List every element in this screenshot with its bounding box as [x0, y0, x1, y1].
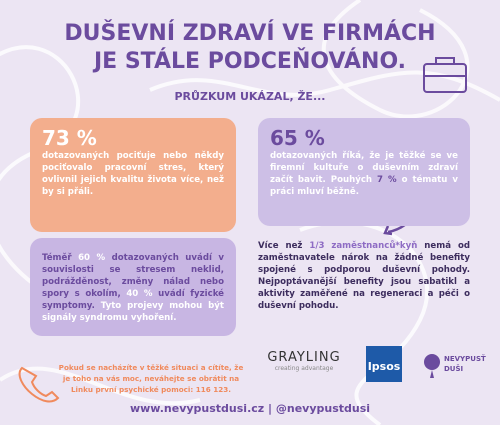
figure: 73 %: [42, 126, 97, 150]
logo-grayling: GRAYLING creating advantage: [262, 350, 346, 372]
text: 60 %: [78, 253, 106, 263]
text: dotazovaných uvádí v souvislosti se stre…: [42, 253, 225, 299]
logo-text: creating advantage: [274, 365, 334, 372]
card: 73 % dotazovaných pociťuje nebo někdy po…: [30, 118, 236, 232]
title-line: DUŠEVNÍ ZDRAVÍ VE FIRMÁCH: [64, 21, 436, 46]
text: dotazovaných říká, že je těžké se ve fir…: [270, 151, 458, 185]
logo-nevypust: NEVYPUSŤ DUŠI: [444, 354, 486, 374]
text: 7 %: [377, 175, 397, 185]
figure: 65 %: [270, 126, 325, 150]
help-text: Pokud se nacházíte v těžké situaci a cít…: [58, 363, 244, 394]
card: Téměř 60 % dotazovaných uvádí v souvislo…: [30, 238, 236, 336]
title-line: JE STÁLE PODCEŇOVÁNO.: [93, 49, 407, 74]
text: uvádí fyzické symptomy.: [42, 289, 225, 311]
text: Tyto projevy mohou být signály syndromu …: [42, 301, 224, 323]
footer: www.nevypustdusi.cz | @nevypustdusi: [129, 402, 371, 415]
text: o tématu v práci mluví běžně.: [270, 175, 458, 197]
text: Téměř: [42, 253, 79, 263]
text: 1/3 zaměstnanců*kyň: [309, 241, 418, 251]
title: DUŠEVNÍ ZDRAVÍ VE FIRMÁCH JE STÁLE PODCEŇ…: [0, 20, 500, 76]
text: 40 %: [126, 289, 153, 299]
text: Více než: [258, 241, 310, 251]
note: Více než 1/3 zaměstnanců*kyň nemá od zam…: [258, 240, 470, 312]
card-text: dotazovaných pociťuje nebo někdy pociťov…: [42, 151, 224, 197]
logo-text: DUŠI: [444, 365, 464, 373]
subtitle: PRŮZKUM UKÁZAL, ŽE...: [174, 90, 326, 103]
logo-text: NEVYPUSŤ: [444, 355, 486, 363]
logo-text: GRAYLING: [267, 350, 341, 365]
text: nemá od zaměstnavatele nárok na žádné be…: [258, 241, 471, 311]
logo-ipsos: Ipsos: [366, 346, 402, 382]
card: 65 % dotazovaných říká, že je těžké se v…: [258, 118, 470, 226]
